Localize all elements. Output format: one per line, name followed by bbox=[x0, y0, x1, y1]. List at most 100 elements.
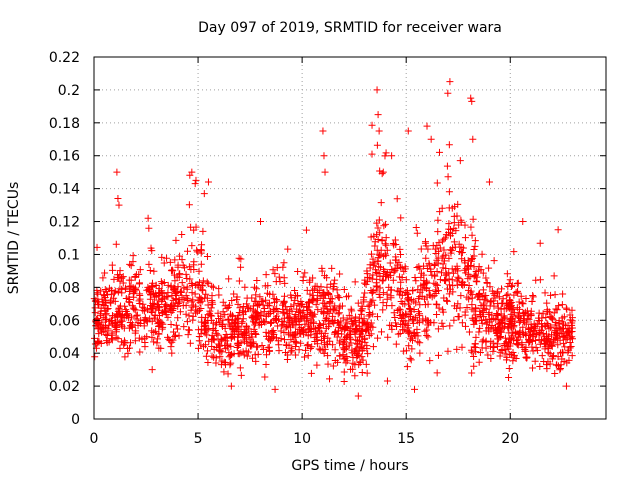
data-point bbox=[550, 352, 558, 360]
data-point bbox=[551, 326, 559, 334]
data-point bbox=[357, 342, 365, 350]
data-point bbox=[327, 280, 335, 288]
data-point bbox=[536, 340, 544, 348]
data-point bbox=[395, 305, 403, 313]
data-point bbox=[445, 254, 453, 262]
data-point bbox=[242, 322, 250, 330]
data-point bbox=[412, 223, 420, 231]
data-point bbox=[368, 275, 376, 283]
data-point bbox=[320, 152, 328, 160]
data-point bbox=[117, 321, 125, 329]
data-point bbox=[171, 333, 179, 341]
x-tick-label: 5 bbox=[194, 431, 203, 447]
data-point bbox=[174, 325, 182, 333]
data-point bbox=[341, 345, 349, 353]
data-point bbox=[381, 250, 389, 258]
data-point bbox=[495, 320, 503, 328]
data-point bbox=[454, 267, 462, 275]
data-point bbox=[432, 286, 440, 294]
data-point bbox=[340, 355, 348, 363]
data-point bbox=[517, 292, 525, 300]
data-point bbox=[336, 321, 344, 329]
data-point bbox=[307, 369, 315, 377]
data-point bbox=[521, 318, 529, 326]
data-point bbox=[173, 273, 181, 281]
data-point bbox=[406, 335, 414, 343]
data-point bbox=[120, 324, 128, 332]
data-point bbox=[343, 316, 351, 324]
data-point bbox=[340, 378, 348, 386]
data-point bbox=[526, 328, 534, 336]
data-point bbox=[275, 341, 283, 349]
data-point bbox=[284, 245, 292, 253]
y-tick-label: 0.1 bbox=[58, 247, 80, 263]
data-point bbox=[264, 344, 272, 352]
data-point bbox=[554, 341, 562, 349]
data-point bbox=[326, 297, 334, 305]
data-point bbox=[433, 369, 441, 377]
data-point bbox=[538, 326, 546, 334]
data-point bbox=[192, 223, 200, 231]
data-point bbox=[447, 249, 455, 257]
data-point bbox=[514, 341, 522, 349]
data-point bbox=[242, 329, 250, 337]
data-point bbox=[215, 285, 223, 293]
data-point bbox=[96, 310, 104, 318]
data-point bbox=[155, 304, 163, 312]
data-point bbox=[376, 293, 384, 301]
data-point bbox=[312, 301, 320, 309]
data-point bbox=[482, 316, 490, 324]
data-point bbox=[334, 310, 342, 318]
data-point bbox=[506, 276, 514, 284]
data-point bbox=[118, 317, 126, 325]
data-point bbox=[469, 215, 477, 223]
data-point bbox=[478, 250, 486, 258]
data-point bbox=[423, 122, 431, 130]
data-point bbox=[363, 267, 371, 275]
data-point bbox=[119, 279, 127, 287]
data-point bbox=[548, 342, 556, 350]
data-point bbox=[137, 316, 145, 324]
data-point bbox=[140, 304, 148, 312]
data-point bbox=[567, 343, 575, 351]
data-point bbox=[536, 239, 544, 247]
data-point bbox=[333, 333, 341, 341]
data-point bbox=[433, 311, 441, 319]
data-point bbox=[478, 317, 486, 325]
data-point bbox=[326, 375, 334, 383]
data-point bbox=[239, 302, 247, 310]
data-point bbox=[163, 292, 171, 300]
data-point bbox=[470, 263, 478, 271]
data-point bbox=[446, 285, 454, 293]
data-point bbox=[543, 306, 551, 314]
data-point bbox=[115, 201, 123, 209]
data-point bbox=[386, 321, 394, 329]
data-point bbox=[268, 334, 276, 342]
data-point bbox=[392, 340, 400, 348]
data-point bbox=[350, 347, 358, 355]
data-point bbox=[510, 336, 518, 344]
data-point bbox=[529, 364, 537, 372]
data-point bbox=[373, 141, 381, 149]
data-point bbox=[379, 306, 387, 314]
data-point bbox=[98, 328, 106, 336]
data-point bbox=[416, 301, 424, 309]
data-point bbox=[111, 319, 119, 327]
data-point bbox=[520, 312, 528, 320]
data-point bbox=[374, 224, 382, 232]
data-point bbox=[454, 313, 462, 321]
data-point bbox=[468, 369, 476, 377]
data-point bbox=[378, 277, 386, 285]
data-point bbox=[451, 243, 459, 251]
data-point bbox=[147, 307, 155, 315]
data-point bbox=[167, 306, 175, 314]
data-point bbox=[221, 345, 229, 353]
x-tick-label: 10 bbox=[293, 431, 311, 447]
data-point bbox=[309, 286, 317, 294]
data-point bbox=[267, 319, 275, 327]
data-point bbox=[348, 346, 356, 354]
data-point bbox=[167, 267, 175, 275]
data-point bbox=[414, 286, 422, 294]
x-tick-labels: 0 5 10 15 20 bbox=[90, 431, 520, 447]
